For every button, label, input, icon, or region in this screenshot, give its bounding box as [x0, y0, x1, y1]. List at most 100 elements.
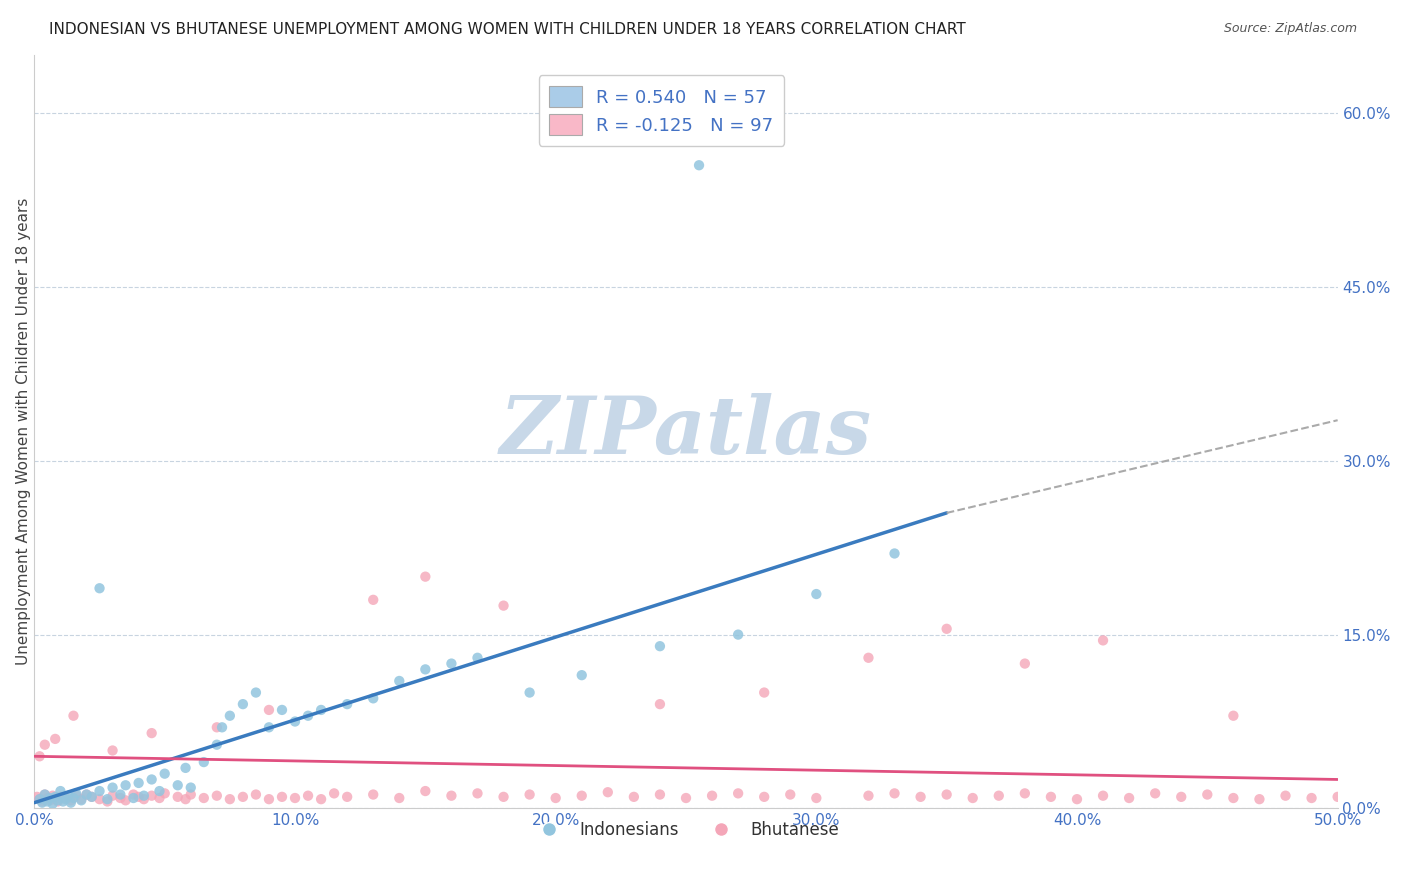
Point [174, 792, 197, 806]
Point [28, 749, 51, 764]
Point [25, 789, 48, 804]
Point [110, 788, 132, 802]
Point [596, 785, 619, 799]
Point [935, 622, 957, 636]
Point [519, 788, 541, 802]
Point [727, 786, 749, 800]
Point [1249, 792, 1271, 806]
Point [34, 788, 56, 802]
Point [31, 796, 53, 810]
Point [180, 780, 202, 795]
Point [205, 789, 228, 803]
Point [297, 789, 319, 803]
Point [806, 791, 828, 805]
Point [49, 789, 72, 804]
Point [245, 788, 267, 802]
Point [284, 791, 307, 805]
Point [806, 587, 828, 601]
Point [96, 792, 118, 806]
Point [128, 789, 150, 804]
Point [65, 786, 87, 800]
Point [1222, 708, 1244, 723]
Point [132, 792, 155, 806]
Point [44, 789, 66, 804]
Point [76, 788, 98, 802]
Point [110, 791, 132, 805]
Point [80, 789, 103, 804]
Point [28, 792, 51, 806]
Point [388, 673, 411, 688]
Point [1144, 786, 1167, 800]
Point [415, 569, 437, 583]
Point [218, 792, 240, 806]
Point [59, 796, 82, 810]
Point [58, 789, 80, 803]
Point [336, 789, 359, 804]
Text: ZIPatlas: ZIPatlas [501, 393, 872, 471]
Point [1039, 789, 1062, 804]
Point [101, 780, 124, 795]
Point [962, 791, 984, 805]
Point [70, 792, 93, 806]
Point [205, 738, 228, 752]
Point [122, 791, 145, 805]
Point [309, 703, 332, 717]
Point [1092, 633, 1115, 648]
Point [80, 789, 103, 804]
Point [114, 778, 136, 792]
Point [31, 795, 53, 809]
Point [257, 792, 280, 806]
Point [55, 791, 77, 805]
Point [257, 720, 280, 734]
Point [858, 650, 880, 665]
Point [1170, 789, 1192, 804]
Point [1197, 788, 1219, 802]
Point [1118, 791, 1140, 805]
Point [1066, 792, 1088, 806]
Point [39, 793, 62, 807]
Point [1326, 789, 1348, 804]
Point [1301, 791, 1323, 805]
Point [166, 789, 188, 804]
Point [519, 685, 541, 699]
Point [96, 795, 118, 809]
Point [754, 789, 776, 804]
Point [193, 755, 215, 769]
Point [70, 793, 93, 807]
Y-axis label: Unemployment Among Women with Children Under 18 years: Unemployment Among Women with Children U… [15, 198, 31, 665]
Point [166, 778, 188, 792]
Point [232, 697, 254, 711]
Point [141, 789, 163, 803]
Point [1014, 657, 1036, 671]
Point [544, 791, 567, 805]
Point [440, 789, 463, 803]
Point [37, 791, 59, 805]
Point [174, 761, 197, 775]
Point [46, 795, 69, 809]
Point [257, 703, 280, 717]
Point [1222, 791, 1244, 805]
Legend: Indonesians, Bhutanese: Indonesians, Bhutanese [526, 814, 846, 846]
Point [648, 697, 671, 711]
Point [59, 793, 82, 807]
Point [153, 786, 176, 800]
Point [148, 784, 170, 798]
Point [987, 789, 1010, 803]
Point [415, 784, 437, 798]
Point [28, 792, 51, 806]
Point [675, 791, 697, 805]
Point [467, 786, 489, 800]
Point [122, 788, 145, 802]
Point [361, 691, 384, 706]
Point [62, 708, 84, 723]
Point [37, 795, 59, 809]
Point [46, 793, 69, 807]
Point [132, 789, 155, 803]
Point [232, 789, 254, 804]
Point [34, 738, 56, 752]
Point [492, 789, 515, 804]
Point [65, 789, 87, 803]
Point [700, 789, 723, 803]
Point [193, 791, 215, 805]
Point [271, 703, 294, 717]
